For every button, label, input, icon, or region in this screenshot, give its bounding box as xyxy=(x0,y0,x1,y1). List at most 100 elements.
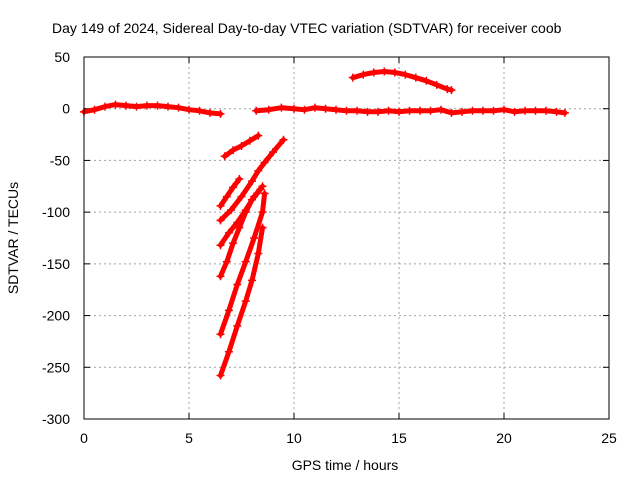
data-point xyxy=(401,70,410,79)
data-point xyxy=(279,135,288,144)
series-track-8 xyxy=(216,185,265,281)
data-point xyxy=(300,105,309,114)
data-point xyxy=(348,73,357,82)
data-point xyxy=(363,107,372,116)
data-point xyxy=(216,109,225,118)
series-track-10 xyxy=(216,223,267,380)
data-point xyxy=(332,105,340,114)
data-point xyxy=(277,103,286,112)
y-tick-label: -250 xyxy=(42,359,70,375)
data-point xyxy=(321,104,330,113)
data-point xyxy=(447,86,456,95)
data-point xyxy=(252,106,261,115)
data-point xyxy=(258,223,267,232)
data-point xyxy=(216,371,225,380)
data-point xyxy=(222,257,231,266)
x-tick-label: 5 xyxy=(185,430,193,446)
data-point xyxy=(521,106,529,115)
y-tick-label: -100 xyxy=(42,204,70,220)
x-tick-label: 25 xyxy=(601,430,617,446)
data-point xyxy=(489,106,498,115)
data-point xyxy=(552,107,561,116)
data-point xyxy=(227,206,235,215)
data-point xyxy=(250,234,259,242)
chart-title: Day 149 of 2024, Sidereal Day-to-day VTE… xyxy=(52,20,562,36)
x-tick-label: 15 xyxy=(391,430,407,446)
data-point xyxy=(353,106,361,115)
data-point xyxy=(195,106,204,115)
data-point xyxy=(443,85,452,94)
y-tick-label: -200 xyxy=(42,308,70,324)
data-point xyxy=(560,108,569,117)
data-point xyxy=(224,228,233,237)
data-point xyxy=(174,103,183,112)
x-tick-label: 0 xyxy=(80,430,88,446)
data-point xyxy=(241,297,250,306)
data-point xyxy=(380,67,389,76)
data-point xyxy=(258,208,267,217)
data-point xyxy=(426,106,435,115)
series-trace xyxy=(218,176,242,209)
axis-ticks: 0 5 10 15 20 25 -300 -250 -200 -150 -100 -50 0 50 xyxy=(42,49,617,446)
plot-frame xyxy=(83,56,610,420)
series-track-1 xyxy=(80,100,225,118)
data-point xyxy=(248,177,256,186)
data-point xyxy=(235,223,244,232)
data-point xyxy=(311,103,319,112)
y-axis-label: SDTVAR / TECUs xyxy=(5,182,21,294)
data-point xyxy=(254,166,263,175)
data-point xyxy=(222,192,231,201)
data-point xyxy=(216,216,225,225)
data-point xyxy=(369,68,378,77)
y-tick-label: 0 xyxy=(62,101,70,117)
x-axis-label: GPS time / hours xyxy=(292,457,399,473)
data-point xyxy=(143,101,151,110)
data-point xyxy=(531,106,540,115)
data-point xyxy=(342,106,351,115)
data-point xyxy=(216,330,225,339)
data-point xyxy=(416,106,424,115)
data-point xyxy=(500,105,508,114)
data-point xyxy=(260,158,269,167)
data-point xyxy=(229,183,238,192)
data-point xyxy=(359,70,368,79)
data-point xyxy=(395,107,403,116)
data-point xyxy=(101,102,109,111)
data-point xyxy=(248,195,256,204)
data-point xyxy=(432,80,441,89)
data-point xyxy=(216,241,225,250)
data-point xyxy=(458,107,466,116)
data-point xyxy=(233,280,242,289)
data-point xyxy=(269,148,277,157)
data-point xyxy=(220,152,229,161)
data-point xyxy=(422,76,431,85)
data-point xyxy=(411,73,420,82)
data-point xyxy=(248,276,256,285)
data-point xyxy=(405,106,414,115)
data-point xyxy=(241,257,250,266)
data-point xyxy=(374,107,382,116)
data-point xyxy=(122,101,130,110)
y-tick-label: -300 xyxy=(42,411,70,427)
data-point xyxy=(229,146,238,155)
data-point xyxy=(437,105,445,114)
data-point xyxy=(185,105,193,114)
data-point xyxy=(264,105,273,114)
data-point xyxy=(254,249,263,258)
data-point xyxy=(132,102,141,111)
data-point xyxy=(256,185,265,194)
series-track-2 xyxy=(252,103,569,117)
data-points xyxy=(80,67,569,380)
grid-lines xyxy=(84,57,609,419)
data-point xyxy=(260,189,269,198)
data-point xyxy=(153,101,162,110)
data-point xyxy=(206,108,214,117)
data-point xyxy=(390,68,399,77)
x-tick-label: 20 xyxy=(496,430,512,446)
series-track-4 xyxy=(220,131,263,161)
series-track-6 xyxy=(216,135,288,225)
data-point xyxy=(216,272,225,281)
data-point xyxy=(245,136,254,145)
data-point xyxy=(224,347,233,356)
data-point xyxy=(237,141,246,150)
